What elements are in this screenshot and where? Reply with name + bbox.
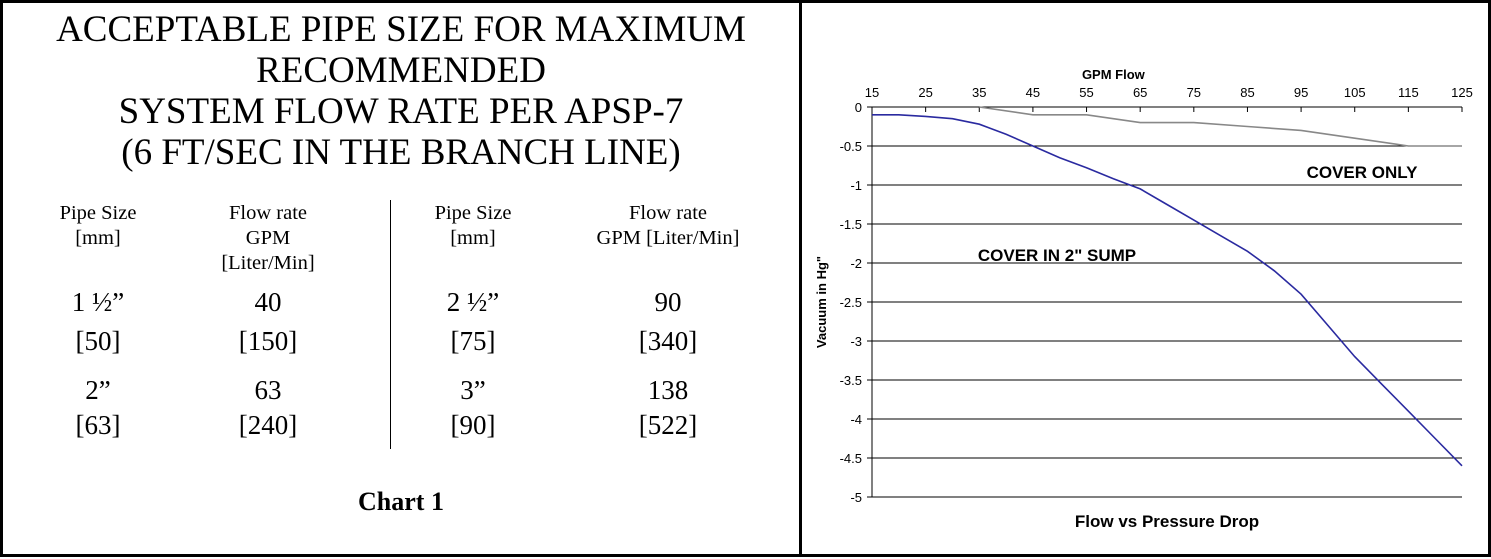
table-cell: [90] (450, 410, 496, 440)
header-text: GPM (245, 227, 291, 249)
header-flow-rate-b: Flow rate GPM [Liter/Min] (553, 201, 783, 251)
table-cell: 63 (254, 375, 282, 405)
header-pipe-size-b: Pipe Size [mm] (398, 201, 548, 251)
table-cell: [50] (75, 326, 121, 356)
header-text: GPM [Liter/Min] (596, 227, 740, 249)
header-flow-rate-a: Flow rate GPM [Liter/Min] (183, 201, 353, 276)
x-tick-label: 65 (1133, 85, 1147, 100)
table-title-line-3: SYSTEM FLOW RATE PER APSP-7 (118, 91, 684, 132)
header-text: Flow rate (629, 202, 707, 224)
x-tick-label: 25 (918, 85, 932, 100)
x-tick-label: 95 (1294, 85, 1308, 100)
tick-layer: 0 -0.5 -1 -1.5 -2 -2.5 -3 -3.5 -4 -4.5 -5 15 25 35 45 5… (840, 85, 1473, 505)
x-tick-label: 55 (1079, 85, 1093, 100)
x-tick-label: 75 (1187, 85, 1201, 100)
x-tick-label: 15 (865, 85, 879, 100)
table-cell: [522] (638, 410, 698, 440)
table-cell: [240] (238, 410, 298, 440)
y-tick-label: -5 (850, 490, 862, 505)
table-cell: [63] (75, 410, 121, 440)
table-title: ACCEPTABLE PIPE SIZE FOR MAXIMUM RECOMME… (3, 9, 799, 173)
table-cell: [75] (450, 326, 496, 356)
y-tick-label: -1 (850, 178, 862, 193)
y-tick-label: -4 (850, 412, 862, 427)
chart-caption: Chart 1 (358, 487, 444, 516)
table-title-line-4: (6 FT/SEC IN THE BRANCH LINE) (121, 132, 681, 173)
table-column-divider (390, 200, 391, 449)
y-tick-label: -3 (850, 334, 862, 349)
y-tick-label: -3.5 (840, 373, 862, 388)
header-text: [mm] (450, 227, 496, 249)
y-tick-label: -2 (850, 256, 862, 271)
annotation-cover-only: COVER ONLY (1307, 163, 1419, 182)
chart-title: Flow vs Pressure Drop (1075, 512, 1259, 531)
series-line-cover-only (979, 106, 1462, 147)
x-tick-label: 45 (1026, 85, 1040, 100)
flow-pressure-chart: GPM Flow Vacuum in Hg" Flow vs Pressure … (814, 67, 1473, 531)
series-line-cover-in-sump (872, 114, 1463, 467)
y-tick-label: -0.5 (840, 139, 862, 154)
y-axis-label: Vacuum in Hg" (814, 256, 829, 348)
table-title-line-2: RECOMMENDED (256, 50, 546, 91)
x-tick-label: 115 (1398, 85, 1419, 100)
pipe-size-table-panel: ACCEPTABLE PIPE SIZE FOR MAXIMUM RECOMME… (0, 0, 799, 557)
table-cell: 138 (647, 375, 689, 405)
table-cell: 90 (654, 287, 682, 317)
table-title-line-1: ACCEPTABLE PIPE SIZE FOR MAXIMUM (56, 9, 746, 50)
table-cell: [340] (638, 326, 698, 356)
x-tick-label: 35 (972, 85, 986, 100)
x-axis-label: GPM Flow (1082, 67, 1146, 82)
header-text: Pipe Size (434, 202, 512, 224)
y-tick-label: 0 (855, 100, 862, 115)
header-text: Flow rate (229, 202, 307, 224)
x-tick-label: 85 (1240, 85, 1254, 100)
table-cell: 40 (254, 287, 282, 317)
chart-panel: GPM Flow Vacuum in Hg" Flow vs Pressure … (799, 0, 1491, 557)
annotation-cover-in-sump: COVER IN 2" SUMP (978, 246, 1136, 265)
table-cell: [150] (238, 326, 298, 356)
header-text: Pipe Size (59, 202, 137, 224)
table-cell: 2 ½” (446, 287, 500, 317)
y-tick-label: -1.5 (840, 217, 862, 232)
table-cell: 1 ½” (71, 287, 125, 317)
header-text: [Liter/Min] (221, 252, 315, 274)
y-tick-label: -4.5 (840, 451, 862, 466)
x-tick-label: 125 (1451, 85, 1473, 100)
header-pipe-size-a: Pipe Size [mm] (33, 201, 163, 251)
table-cell: 3” (460, 375, 486, 405)
x-tick-label: 105 (1344, 85, 1366, 100)
grid-layer (871, 106, 1462, 498)
y-tick-label: -2.5 (840, 295, 862, 310)
series-layer (872, 106, 1463, 467)
table-cell: 2” (85, 375, 111, 405)
header-text: [mm] (75, 227, 121, 249)
